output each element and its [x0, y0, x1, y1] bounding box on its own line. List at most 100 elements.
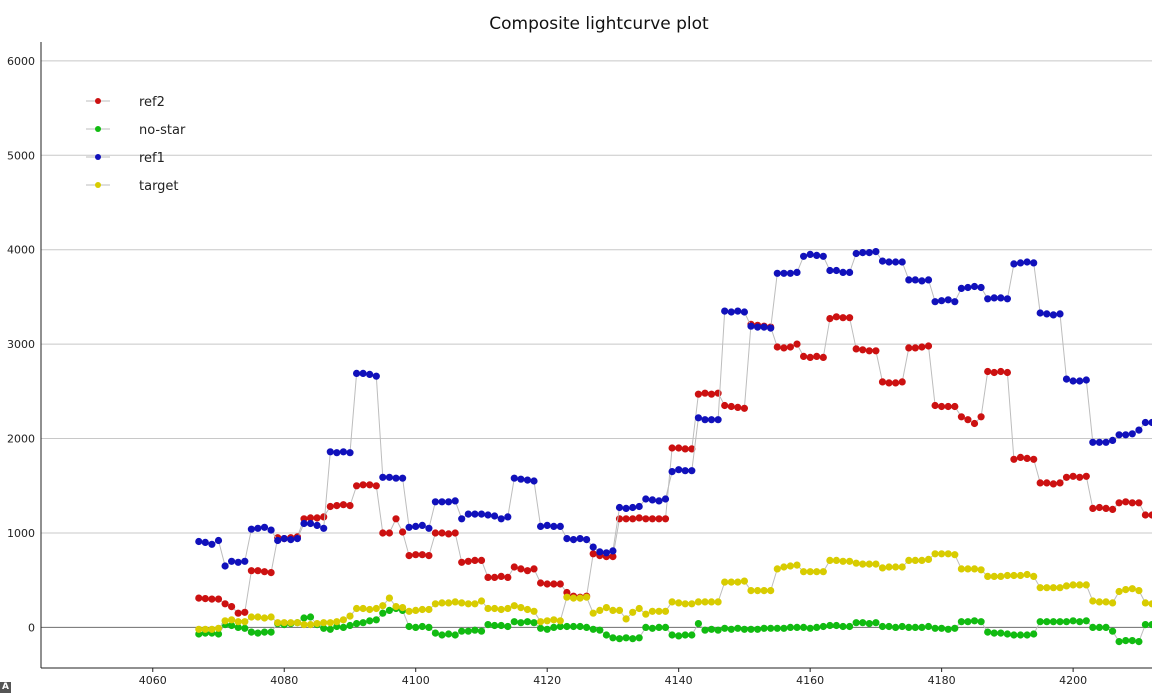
point-target-4 — [221, 617, 229, 625]
point-target-139 — [1108, 599, 1117, 607]
y-tick-label-4000: 4000 — [7, 244, 35, 257]
point-ref2-24 — [353, 482, 361, 490]
point-ref2-51 — [530, 565, 538, 573]
point-ref1-53 — [543, 521, 551, 530]
point-ref1-119 — [977, 283, 985, 292]
point-target-120 — [984, 572, 992, 581]
point-target-115 — [951, 551, 959, 559]
point-no-star-108 — [905, 623, 913, 632]
point-target-125 — [1016, 571, 1025, 580]
point-ref1-29 — [385, 473, 394, 481]
point-ref2-107 — [898, 378, 906, 386]
point-ref1-63 — [609, 547, 617, 555]
point-no-star-73 — [675, 632, 683, 640]
point-target-144 — [1141, 599, 1149, 607]
point-ref2-82 — [734, 403, 742, 412]
point-target-1 — [201, 625, 209, 633]
point-target-66 — [629, 608, 637, 616]
point-ref2-35 — [425, 551, 433, 560]
series-ref1 — [195, 248, 1152, 570]
point-no-star-54 — [550, 623, 558, 632]
point-no-star-7 — [241, 624, 249, 632]
point-ref1-109 — [911, 276, 919, 284]
point-ref2-88 — [773, 343, 781, 351]
point-ref2-118 — [970, 419, 979, 428]
point-ref1-122 — [997, 294, 1005, 302]
point-ref1-17 — [306, 519, 315, 528]
point-no-star-49 — [517, 619, 525, 627]
point-no-star-87 — [767, 624, 775, 632]
point-ref2-101 — [859, 346, 867, 354]
point-target-24 — [353, 604, 361, 613]
point-ref1-115 — [951, 298, 959, 306]
point-no-star-50 — [523, 618, 532, 626]
legend-label-target: target — [139, 179, 179, 194]
point-target-101 — [859, 560, 867, 568]
point-no-star-17 — [306, 613, 315, 621]
point-no-star-37 — [438, 631, 446, 639]
point-target-133 — [1069, 581, 1077, 589]
point-ref1-81 — [727, 308, 735, 316]
legend-item-no-star: no-star — [86, 123, 186, 138]
point-ref1-117 — [964, 283, 972, 292]
point-no-star-68 — [642, 623, 650, 632]
point-ref1-97 — [832, 266, 841, 275]
point-no-star-78 — [707, 625, 716, 633]
point-no-star-118 — [970, 617, 979, 625]
point-target-49 — [517, 603, 525, 612]
point-ref2-90 — [786, 343, 795, 351]
point-no-star-75 — [688, 631, 696, 639]
point-target-63 — [609, 606, 617, 615]
point-no-star-38 — [445, 630, 453, 638]
point-no-star-92 — [799, 623, 808, 632]
point-ref1-143 — [1135, 426, 1143, 434]
point-ref1-79 — [714, 416, 722, 424]
point-ref1-37 — [438, 498, 446, 506]
point-ref1-6 — [234, 558, 242, 566]
point-ref2-39 — [451, 529, 459, 537]
x-tick-label-4100: 4100 — [402, 674, 430, 687]
point-ref2-2 — [208, 595, 216, 603]
point-target-84 — [747, 586, 755, 595]
point-ref2-128 — [1036, 479, 1044, 487]
point-ref1-35 — [425, 524, 433, 532]
point-ref1-47 — [504, 513, 512, 521]
point-ref1-59 — [582, 535, 591, 544]
point-no-star-139 — [1108, 627, 1117, 635]
point-ref2-66 — [629, 515, 637, 523]
point-target-134 — [1076, 581, 1084, 589]
point-ref1-21 — [333, 449, 341, 457]
legend-label-no-star: no-star — [139, 123, 186, 138]
point-no-star-47 — [504, 622, 512, 631]
point-target-112 — [931, 550, 939, 558]
point-ref1-50 — [523, 476, 532, 484]
point-target-62 — [602, 603, 611, 612]
point-ref1-99 — [845, 268, 854, 277]
point-no-star-120 — [984, 628, 992, 636]
point-target-37 — [438, 599, 446, 607]
x-tick-label-4200: 4200 — [1059, 674, 1087, 687]
point-no-star-130 — [1049, 618, 1057, 626]
point-target-45 — [491, 604, 499, 613]
point-ref1-85 — [753, 323, 762, 331]
point-target-12 — [274, 619, 282, 627]
point-ref2-55 — [556, 580, 564, 588]
point-no-star-79 — [714, 626, 722, 634]
point-ref2-131 — [1056, 479, 1064, 487]
point-no-star-134 — [1076, 618, 1084, 626]
point-target-19 — [320, 619, 328, 627]
point-no-star-136 — [1089, 623, 1097, 632]
point-no-star-26 — [366, 617, 374, 625]
point-target-48 — [510, 602, 518, 610]
point-ref1-127 — [1030, 259, 1038, 267]
point-ref1-67 — [635, 502, 643, 511]
point-target-138 — [1102, 598, 1110, 606]
point-ref2-126 — [1023, 454, 1031, 463]
point-target-8 — [247, 613, 255, 621]
point-target-58 — [576, 594, 584, 602]
point-target-123 — [1003, 571, 1012, 580]
y-tick-label-5000: 5000 — [7, 149, 35, 162]
point-ref1-112 — [931, 298, 939, 306]
point-ref1-82 — [734, 307, 742, 315]
